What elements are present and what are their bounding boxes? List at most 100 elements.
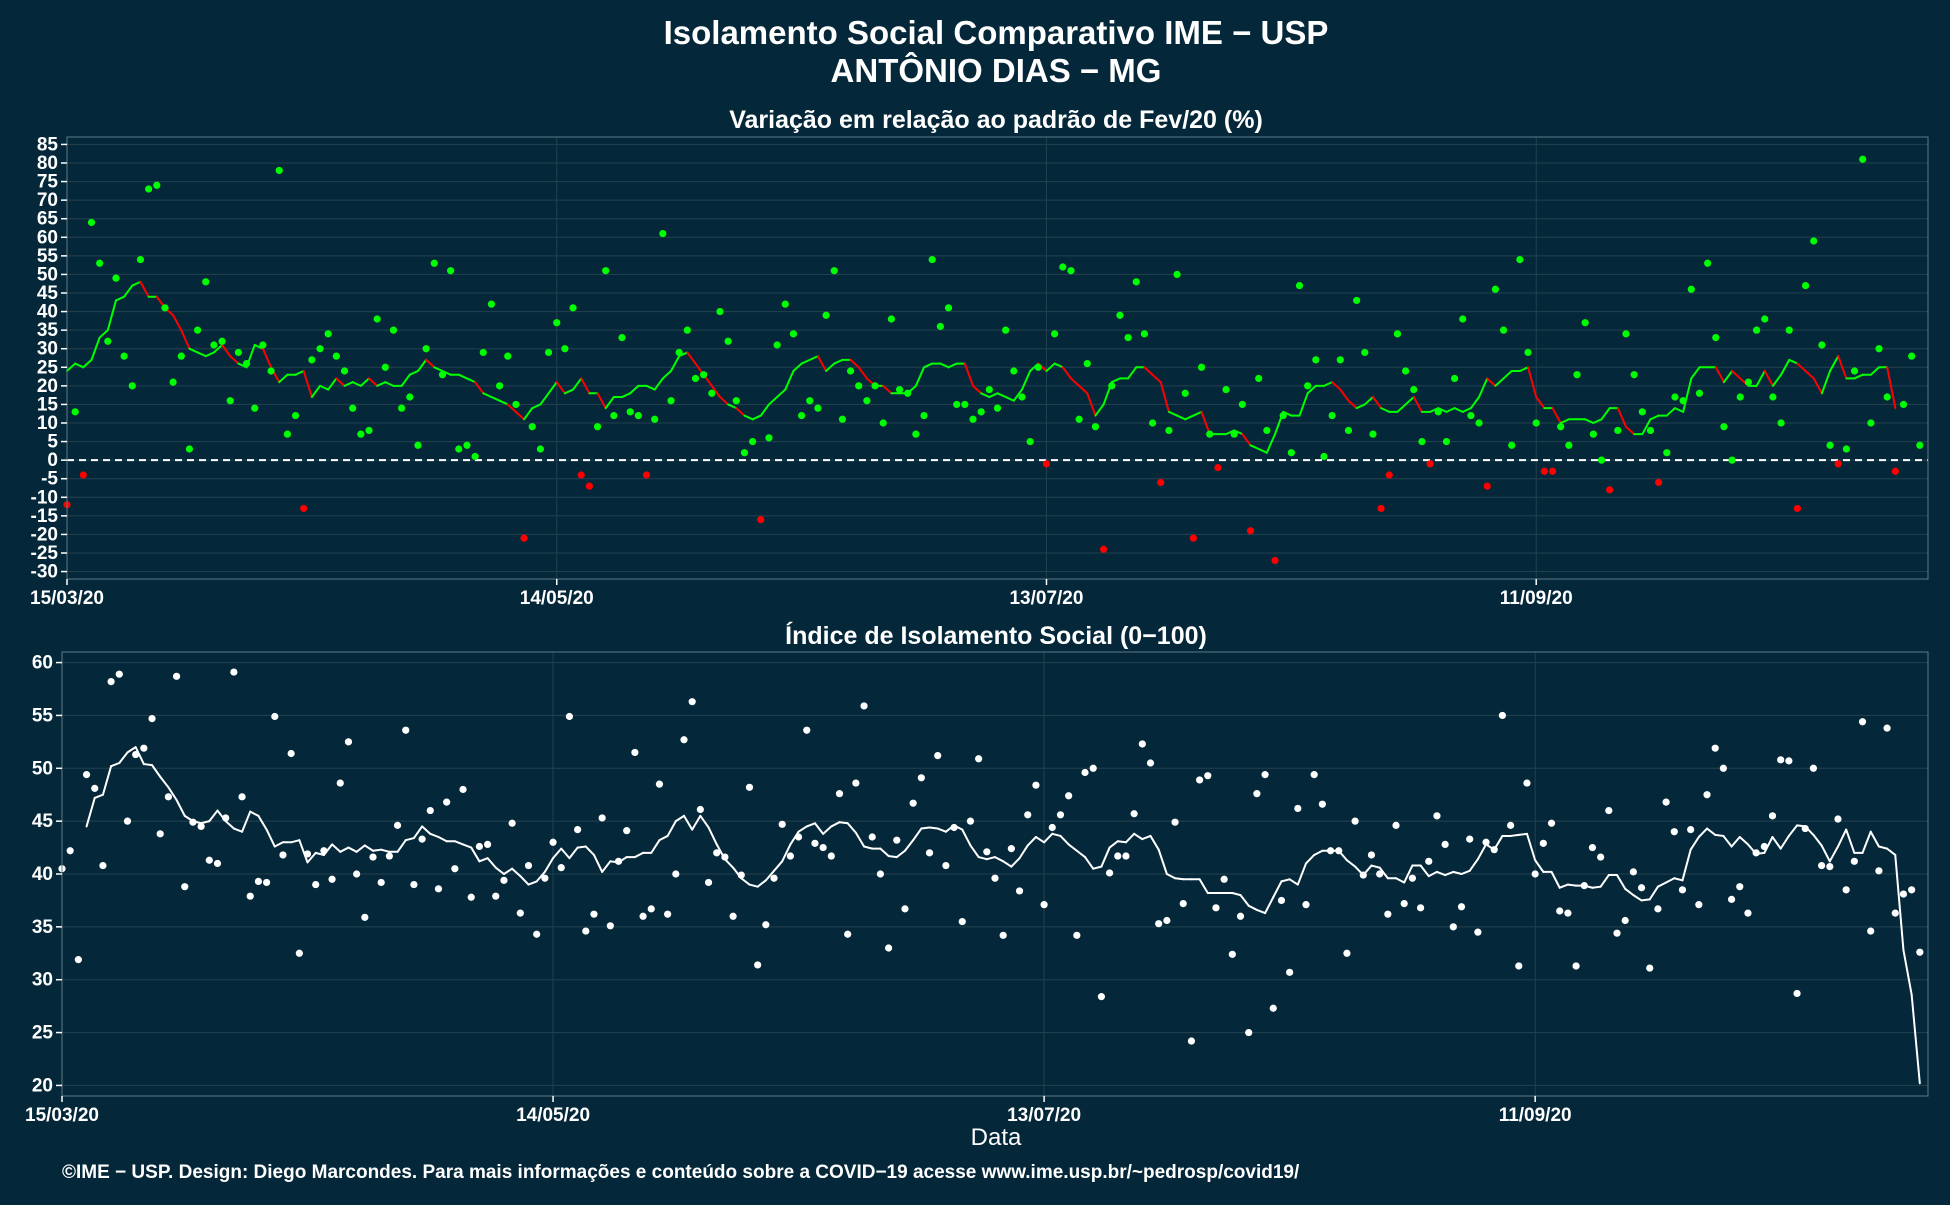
moving-average-segment xyxy=(241,810,252,833)
data-point xyxy=(1255,374,1263,383)
data-point xyxy=(1449,923,1457,931)
moving-average-segment xyxy=(359,377,371,387)
data-point xyxy=(577,471,585,479)
moving-average-segment xyxy=(101,765,113,796)
moving-average-segment xyxy=(1494,377,1505,387)
data-point xyxy=(953,400,961,409)
data-point xyxy=(1826,863,1834,871)
data-point xyxy=(1400,900,1408,908)
moving-average-segment xyxy=(221,344,232,358)
data-point xyxy=(487,300,496,308)
moving-average-segment xyxy=(735,407,746,417)
data-point xyxy=(1336,356,1344,364)
data-point xyxy=(1212,904,1220,912)
moving-average-segment xyxy=(1345,859,1357,868)
moving-average-segment xyxy=(1787,824,1799,837)
moving-average-segment xyxy=(1347,399,1358,410)
y-tick-label: 75 xyxy=(37,172,59,193)
moving-average-segment xyxy=(490,396,501,402)
data-point xyxy=(623,827,631,835)
moving-average-segment xyxy=(1002,860,1013,868)
moving-average-segment xyxy=(1264,896,1275,915)
moving-average-segment xyxy=(1395,877,1406,884)
data-point xyxy=(1761,315,1769,323)
moving-average-segment xyxy=(1845,828,1856,854)
data-point xyxy=(279,851,287,859)
moving-average-segment xyxy=(1525,832,1537,862)
moving-average-segment xyxy=(830,821,841,828)
data-point xyxy=(1875,867,1883,875)
moving-average-segment xyxy=(1673,407,1685,413)
data-point xyxy=(1067,267,1075,275)
moving-average-segment xyxy=(90,336,101,361)
moving-average-segment xyxy=(1053,362,1064,369)
data-point xyxy=(1359,871,1367,879)
data-point xyxy=(1491,285,1499,293)
data-point xyxy=(1556,907,1564,915)
data-point xyxy=(1148,419,1157,427)
data-point xyxy=(1516,255,1524,264)
variation-y-axis: -30-25-20-15-10-505101520253035404550556… xyxy=(31,134,67,583)
y-tick-label: 50 xyxy=(32,758,53,779)
moving-average-segment xyxy=(523,407,534,421)
moving-average-segment xyxy=(1591,885,1602,889)
data-point xyxy=(1695,901,1703,909)
data-point xyxy=(934,752,942,760)
data-point xyxy=(1736,393,1744,401)
moving-average-segment xyxy=(1419,864,1430,878)
moving-average-segment xyxy=(1780,358,1791,376)
data-point xyxy=(443,798,451,806)
data-point xyxy=(1132,278,1140,286)
data-point xyxy=(541,874,549,882)
moving-average-segment xyxy=(920,826,931,830)
data-point xyxy=(1353,296,1361,305)
moving-average-segment xyxy=(563,388,575,395)
moving-average-segment xyxy=(994,856,1005,863)
moving-average-segment xyxy=(1902,949,1913,996)
moving-average-segment xyxy=(1322,381,1334,387)
x-axis-label: Data xyxy=(971,1124,1022,1151)
moving-average-segment xyxy=(568,846,579,860)
data-point xyxy=(295,949,303,957)
moving-average-segment xyxy=(1298,392,1309,417)
data-point xyxy=(1908,886,1916,894)
data-point xyxy=(1408,874,1416,882)
moving-average-segment xyxy=(1559,418,1570,424)
data-point xyxy=(789,330,798,338)
moving-average-segment xyxy=(1141,834,1152,841)
data-point xyxy=(87,218,96,227)
data-point xyxy=(1122,852,1130,860)
moving-average-segment xyxy=(1600,407,1611,421)
moving-average-segment xyxy=(1176,414,1187,421)
data-point xyxy=(1655,478,1663,487)
moving-average-segment xyxy=(224,820,235,830)
data-point xyxy=(524,861,533,870)
data-point xyxy=(1687,826,1695,834)
data-point xyxy=(1801,824,1809,833)
data-point xyxy=(393,821,402,829)
moving-average-segment xyxy=(1051,832,1062,837)
moving-average-segment xyxy=(347,846,358,853)
data-point xyxy=(885,944,893,952)
moving-average-segment xyxy=(535,870,546,883)
data-point xyxy=(814,404,822,412)
data-point xyxy=(406,393,414,401)
moving-average-segment xyxy=(1143,366,1154,376)
data-point xyxy=(389,326,398,334)
data-point xyxy=(1557,423,1565,431)
data-point xyxy=(1597,853,1605,861)
data-point xyxy=(1130,810,1138,818)
data-point xyxy=(1140,330,1149,338)
data-point xyxy=(1662,798,1670,806)
moving-average-segment xyxy=(1272,880,1283,899)
data-point xyxy=(82,771,91,779)
data-point xyxy=(1196,776,1204,784)
moving-average-segment xyxy=(1378,866,1389,880)
moving-average-segment xyxy=(1192,410,1203,417)
moving-average-segment xyxy=(846,822,857,834)
moving-average-segment xyxy=(552,847,563,860)
data-point xyxy=(1565,441,1573,449)
data-point xyxy=(475,842,483,851)
moving-average-segment xyxy=(384,381,395,387)
data-point xyxy=(1606,486,1614,494)
